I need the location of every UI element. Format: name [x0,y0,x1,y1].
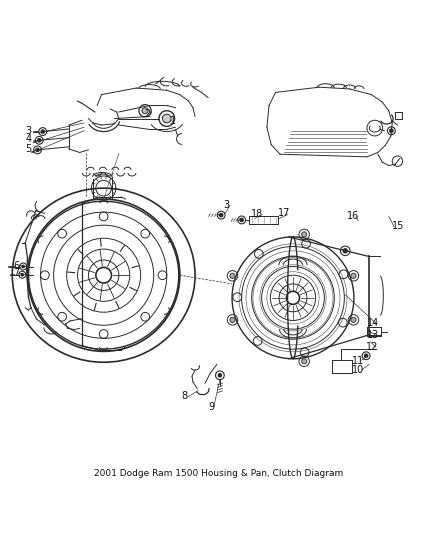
Text: 8: 8 [181,391,187,401]
Circle shape [240,218,244,222]
Text: 11: 11 [352,356,364,366]
Text: 7: 7 [14,269,20,278]
Text: 6: 6 [14,261,20,271]
Text: 13: 13 [367,330,379,340]
Circle shape [22,265,25,268]
Circle shape [390,129,393,133]
Text: 12: 12 [367,342,379,352]
Text: 3: 3 [25,126,32,136]
Text: 4: 4 [25,134,32,144]
Text: 16: 16 [346,211,359,221]
Text: 5: 5 [25,144,32,154]
Circle shape [36,148,39,151]
Circle shape [162,114,171,123]
Circle shape [21,273,24,276]
Circle shape [301,232,307,237]
Circle shape [230,273,235,278]
Circle shape [38,139,41,142]
Circle shape [219,213,223,217]
Circle shape [230,317,235,322]
Circle shape [351,273,356,278]
Text: 10: 10 [352,365,364,375]
Circle shape [351,317,356,322]
Circle shape [142,108,148,114]
Circle shape [301,359,307,364]
Text: 3: 3 [224,200,230,209]
Text: 1: 1 [170,116,177,126]
Circle shape [343,249,347,253]
Circle shape [41,130,45,133]
Text: 2001 Dodge Ram 1500 Housing & Pan, Clutch Diagram: 2001 Dodge Ram 1500 Housing & Pan, Clutc… [94,469,344,478]
Text: 15: 15 [392,221,405,231]
Text: 14: 14 [367,318,379,328]
Circle shape [364,354,368,358]
Text: 2: 2 [144,109,150,119]
Circle shape [218,374,222,377]
Text: 9: 9 [208,402,214,411]
Text: 18: 18 [251,209,263,219]
Text: 17: 17 [278,208,290,219]
